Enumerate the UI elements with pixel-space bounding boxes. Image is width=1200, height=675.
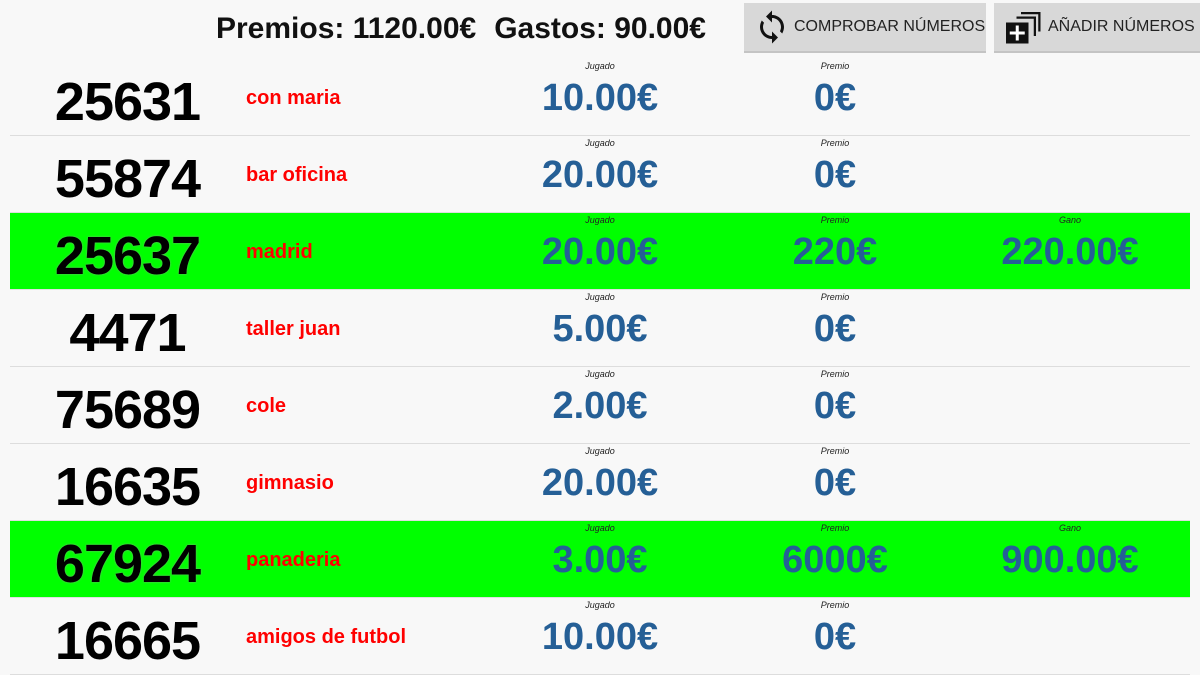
premio-label: Premio <box>820 61 850 71</box>
number-owner: amigos de futbol <box>246 626 406 648</box>
premio-value: 0€ <box>813 77 857 119</box>
list-item[interactable]: 67924 panaderia Jugado 3.00€ Premio 6000€ G… <box>10 521 1190 598</box>
jugado-value: 20.00€ <box>541 231 659 273</box>
add-numbers-button[interactable]: AÑADIR NÚMEROS <box>994 3 1200 53</box>
premio-value: 6000€ <box>782 539 888 581</box>
gano-label: Gano <box>1058 215 1082 225</box>
lottery-number: 67924 <box>54 534 201 594</box>
gano-value: 220.00€ <box>1001 231 1139 273</box>
list-item[interactable]: 4471 taller juan Jugado 5.00€ Premio 0€ <box>10 290 1190 367</box>
premio-label: Premio <box>820 292 850 302</box>
jugado-label: Jugado <box>585 292 615 302</box>
jugado-label: Jugado <box>585 523 615 533</box>
gano-value: 900.00€ <box>1001 539 1139 581</box>
add-numbers-label: AÑADIR NÚMEROS <box>1048 18 1195 35</box>
premio-label: Premio <box>820 446 850 456</box>
number-owner: taller juan <box>246 318 341 340</box>
list-item[interactable]: 16665 amigos de futbol Jugado 10.00€ Prem… <box>10 598 1190 675</box>
jugado-label: Jugado <box>585 446 615 456</box>
gastos-total: Gastos: 90.00€ <box>494 12 706 45</box>
premio-label: Premio <box>820 523 850 533</box>
numbers-list: 25631 con maria Jugado 10.00€ Premio 0€ 558… <box>10 59 1190 675</box>
library-add-icon <box>1006 12 1041 44</box>
list-item[interactable]: 55874 bar oficina Jugado 20.00€ Premio 0€ <box>10 136 1190 213</box>
top-bar: Premios: 1120.00€ Gastos: 90.00€ COMPROBA… <box>0 0 1200 58</box>
lottery-number: 25637 <box>54 226 201 286</box>
premio-value: 0€ <box>813 154 857 196</box>
lottery-number: 25631 <box>54 72 201 132</box>
jugado-value: 2.00€ <box>552 385 648 427</box>
gano-label: Gano <box>1058 523 1082 533</box>
number-owner: madrid <box>246 241 313 263</box>
number-owner: con maria <box>246 87 341 109</box>
jugado-label: Jugado <box>585 369 615 379</box>
refresh-icon <box>760 10 784 44</box>
premio-value: 0€ <box>813 385 857 427</box>
premio-label: Premio <box>820 600 850 610</box>
list-item[interactable]: 16635 gimnasio Jugado 20.00€ Premio 0€ <box>10 444 1190 521</box>
number-owner: panaderia <box>246 549 341 571</box>
totals: Premios: 1120.00€ Gastos: 90.00€ <box>216 12 724 46</box>
jugado-label: Jugado <box>585 600 615 610</box>
premios-total: Premios: 1120.00€ <box>216 12 477 45</box>
premio-label: Premio <box>820 215 850 225</box>
jugado-value: 10.00€ <box>541 616 659 658</box>
check-numbers-label: COMPROBAR NÚMEROS <box>794 18 986 35</box>
list-item[interactable]: 25631 con maria Jugado 10.00€ Premio 0€ <box>10 59 1190 136</box>
number-owner: cole <box>246 395 287 417</box>
jugado-value: 20.00€ <box>541 154 659 196</box>
number-owner: gimnasio <box>246 472 334 494</box>
list-item[interactable]: 75689 cole Jugado 2.00€ Premio 0€ <box>10 367 1190 444</box>
number-owner: bar oficina <box>246 164 348 186</box>
premio-value: 0€ <box>813 308 857 350</box>
jugado-label: Jugado <box>585 61 615 71</box>
premio-label: Premio <box>820 138 850 148</box>
premio-value: 0€ <box>813 616 857 658</box>
jugado-value: 3.00€ <box>552 539 648 581</box>
jugado-label: Jugado <box>585 215 615 225</box>
check-numbers-button[interactable]: COMPROBAR NÚMEROS <box>744 3 986 53</box>
jugado-value: 20.00€ <box>541 462 659 504</box>
lottery-number: 75689 <box>54 380 201 440</box>
list-item[interactable]: 25637 madrid Jugado 20.00€ Premio 220€ Gano… <box>10 213 1190 290</box>
lottery-number: 16665 <box>54 611 201 671</box>
lottery-number: 55874 <box>54 149 201 209</box>
lottery-number: 16635 <box>54 457 201 517</box>
premio-value: 220€ <box>792 231 878 273</box>
jugado-label: Jugado <box>585 138 615 148</box>
lottery-number: 4471 <box>69 303 186 363</box>
jugado-value: 5.00€ <box>552 308 648 350</box>
premio-label: Premio <box>820 369 850 379</box>
jugado-value: 10.00€ <box>541 77 659 119</box>
premio-value: 0€ <box>813 462 857 504</box>
